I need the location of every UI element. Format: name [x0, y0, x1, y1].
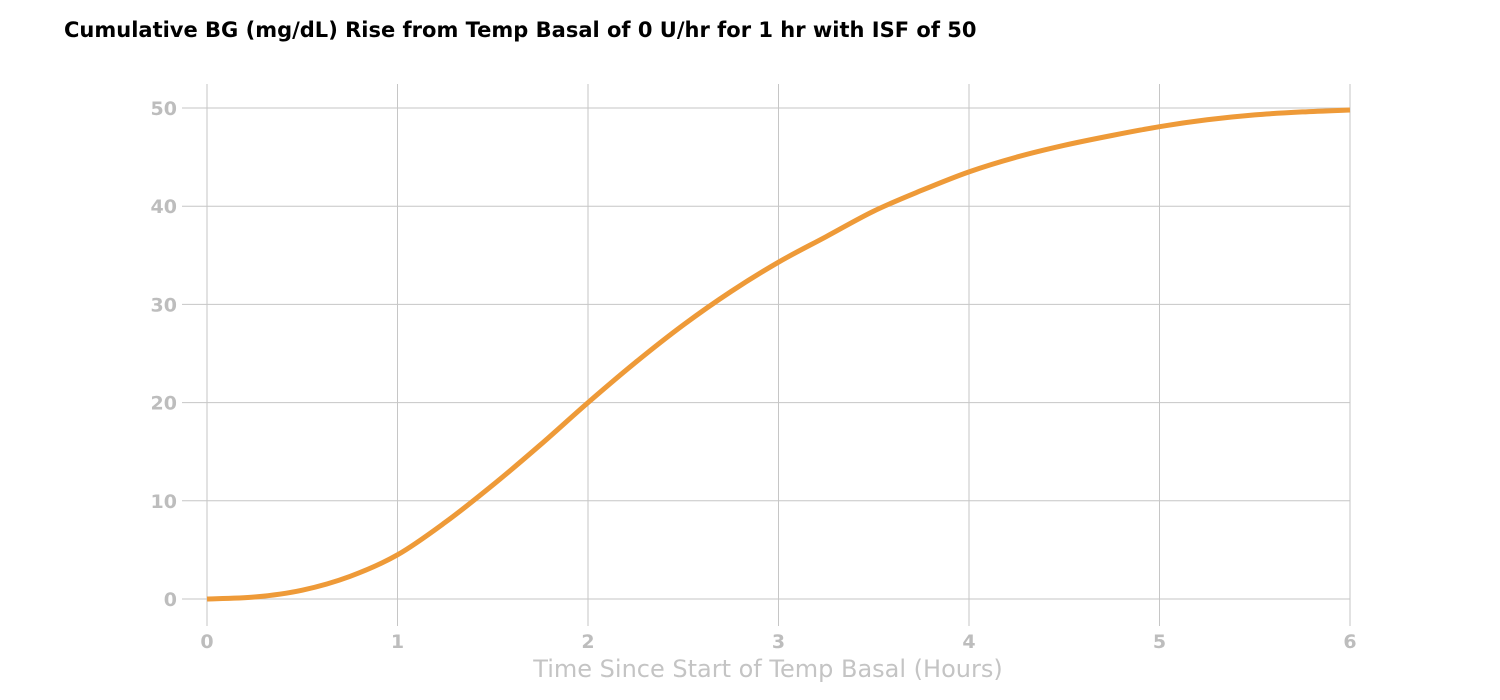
grid-lines: [182, 84, 1351, 626]
x-tick-label: 6: [1343, 631, 1356, 653]
x-tick-label: 2: [581, 631, 594, 653]
x-tick-label: 3: [772, 631, 785, 653]
chart-title: Cumulative BG (mg/dL) Rise from Temp Bas…: [64, 18, 977, 42]
x-tick-label: 1: [391, 631, 404, 653]
y-tick-label: 10: [151, 491, 177, 513]
tick-labels: 0 1 2 3 4 5 6 0 10 20 30 40 50: [151, 98, 1357, 653]
series-line: [206, 107, 1351, 602]
y-tick-label: 40: [151, 196, 177, 218]
y-tick-label: 30: [151, 294, 177, 316]
y-tick-label: 0: [164, 589, 177, 611]
x-axis-label: Time Since Start of Temp Basal (Hours): [532, 655, 1002, 683]
x-tick-label: 5: [1153, 631, 1166, 653]
x-tick-label: 0: [200, 631, 213, 653]
x-tick-label: 4: [962, 631, 975, 653]
series-layer: [206, 107, 1351, 602]
y-tick-label: 20: [151, 393, 177, 415]
y-tick-label: 50: [151, 98, 177, 120]
